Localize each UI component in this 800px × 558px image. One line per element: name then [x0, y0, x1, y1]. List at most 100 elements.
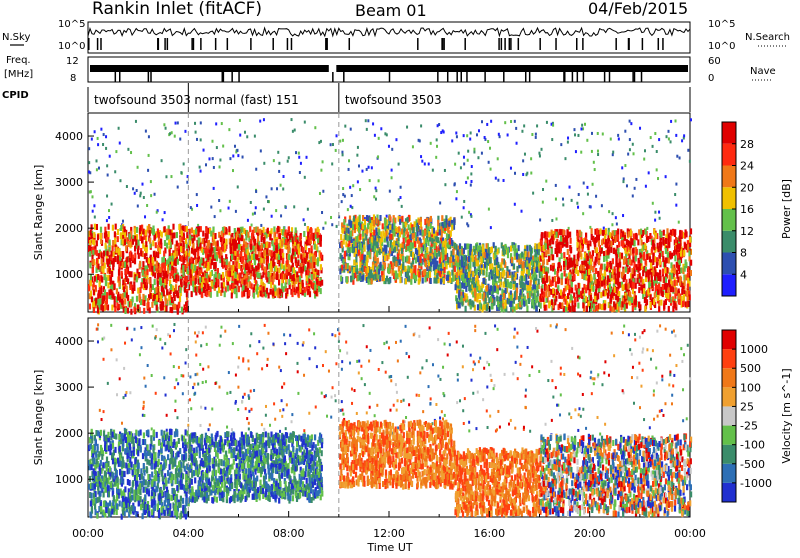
data-cell: [424, 276, 426, 282]
data-cell: [436, 273, 438, 279]
data-cell: [446, 233, 448, 239]
scatter-cell: [546, 121, 548, 124]
scatter-cell: [488, 161, 490, 164]
data-cell: [277, 226, 279, 232]
data-cell: [431, 238, 433, 244]
scatter-cell: [212, 157, 214, 160]
data-cell: [253, 253, 255, 259]
scatter-cell: [374, 134, 376, 137]
scatter-cell: [135, 120, 137, 123]
scatter-cell: [171, 131, 173, 134]
scatter-cell: [675, 134, 677, 137]
scatter-cell: [146, 204, 148, 207]
scatter-cell: [263, 162, 265, 165]
data-cell: [407, 265, 409, 271]
data-cell: [156, 305, 158, 311]
scatter-cell: [349, 186, 351, 189]
data-cell: [175, 284, 177, 290]
data-cell: [535, 251, 537, 257]
data-cell: [306, 275, 308, 281]
scatter-cell: [675, 119, 677, 122]
data-cell: [532, 274, 534, 280]
data-cell: [111, 271, 113, 277]
scatter-cell: [391, 148, 393, 151]
data-cell: [129, 252, 131, 258]
data-cell: [307, 226, 309, 232]
scatter-cell: [497, 157, 499, 160]
scatter-cell: [521, 210, 523, 213]
data-cell: [198, 238, 200, 244]
scatter-cell: [239, 134, 241, 137]
data-cell: [199, 289, 201, 295]
data-cell: [146, 247, 148, 253]
scatter-cell: [639, 127, 641, 130]
data-cell: [129, 234, 131, 240]
data-cell: [376, 242, 378, 248]
data-cell: [511, 275, 513, 281]
data-cell: [205, 262, 207, 268]
scatter-cell: [560, 143, 562, 146]
scatter-cell: [170, 175, 172, 178]
scatter-cell: [562, 203, 564, 206]
scatter-cell: [470, 184, 472, 187]
scatter-cell: [180, 171, 182, 174]
scatter-cell: [232, 154, 234, 157]
scatter-cell: [555, 184, 557, 187]
data-cell: [261, 264, 263, 270]
data-cell: [226, 259, 228, 265]
data-cell: [267, 228, 269, 234]
data-cell: [376, 218, 378, 224]
data-cell: [164, 240, 166, 246]
data-cell: [505, 281, 507, 287]
scatter-cell: [284, 205, 286, 208]
data-cell: [199, 261, 201, 267]
scatter-cell: [154, 193, 156, 196]
data-cell: [457, 249, 459, 255]
data-cell: [123, 226, 125, 232]
scatter-cell: [143, 196, 145, 199]
scatter-cell: [335, 149, 337, 152]
data-cell: [435, 258, 437, 264]
data-cell: [152, 257, 154, 263]
data-cell: [220, 236, 222, 242]
data-cell: [515, 272, 517, 278]
scatter-cell: [344, 125, 346, 128]
scatter-cell: [395, 138, 397, 141]
data-cell: [112, 240, 114, 246]
data-cell: [271, 240, 273, 246]
data-cell: [424, 230, 426, 236]
scatter-cell: [271, 187, 273, 190]
data-cell: [89, 262, 91, 268]
scatter-cell: [366, 168, 368, 171]
scatter-cell: [486, 123, 488, 126]
scatter-cell: [424, 162, 426, 165]
data-cell: [116, 302, 118, 308]
data-cell: [503, 270, 505, 276]
scatter-cell: [115, 150, 117, 153]
data-cell: [529, 291, 531, 297]
data-cell: [393, 240, 395, 246]
scatter-cell: [278, 170, 280, 173]
data-cell: [468, 280, 470, 286]
cpid-label: CPID: [2, 90, 29, 101]
data-cell: [166, 229, 168, 235]
scatter-cell: [652, 202, 654, 205]
scatter-cell: [236, 149, 238, 152]
data-cell: [191, 291, 193, 297]
data-cell: [479, 250, 481, 256]
scatter-cell: [654, 132, 656, 135]
data-cell: [373, 230, 375, 236]
scatter-cell: [92, 210, 94, 213]
data-cell: [266, 264, 268, 270]
scatter-cell: [629, 120, 631, 123]
data-cell: [356, 268, 358, 274]
scatter-cell: [471, 165, 473, 168]
nsearch-tick-top: 10^5: [708, 19, 735, 30]
data-cell: [478, 285, 480, 291]
data-cell: [518, 296, 520, 302]
data-cell: [110, 279, 112, 285]
scatter-cell: [644, 149, 646, 152]
scatter-cell: [108, 216, 110, 219]
beam-title: Beam 01: [355, 1, 427, 20]
data-cell: [379, 215, 381, 221]
